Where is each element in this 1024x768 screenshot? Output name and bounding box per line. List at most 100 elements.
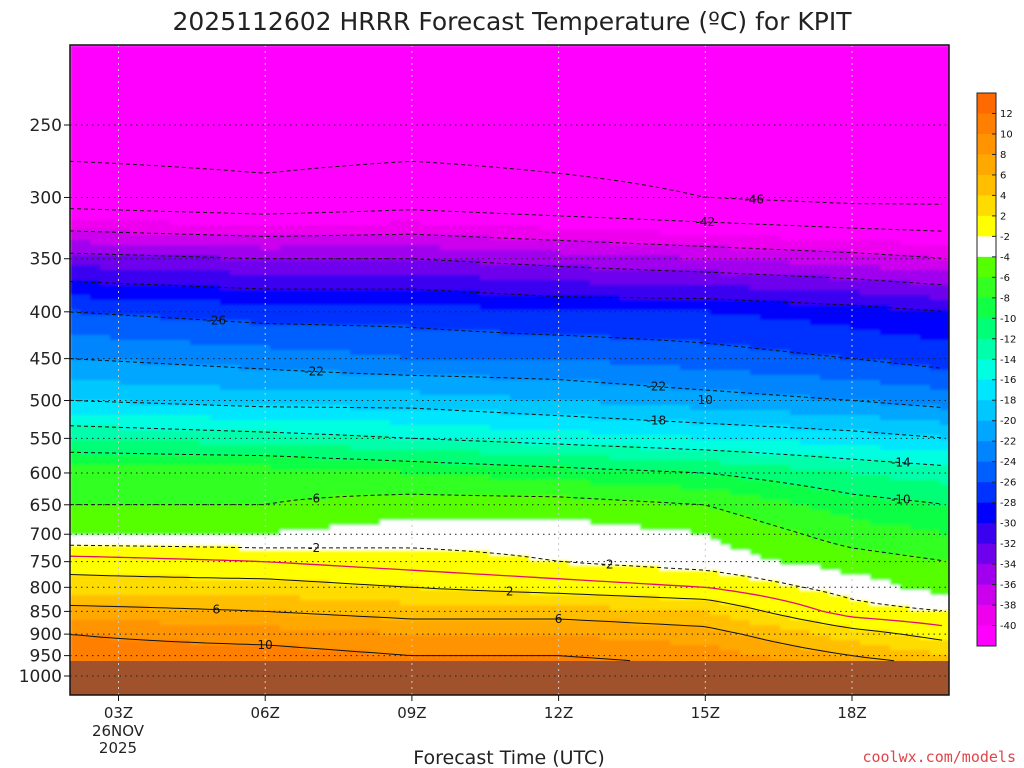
field-cell (130, 535, 141, 541)
field-cell (170, 215, 181, 221)
field-cell (350, 530, 361, 536)
field-cell (330, 275, 341, 281)
field-cell (330, 310, 341, 316)
field-cell (400, 330, 411, 336)
field-cell (100, 435, 111, 441)
field-cell (170, 630, 181, 636)
field-cell (240, 190, 251, 196)
field-cell (320, 120, 331, 126)
field-cell (420, 550, 431, 556)
field-cell (80, 205, 91, 211)
field-cell (210, 205, 221, 211)
field-cell (190, 470, 201, 476)
field-cell (280, 250, 291, 256)
field-cell (450, 185, 461, 191)
field-cell (320, 570, 331, 576)
field-cell (110, 315, 121, 321)
field-cell (320, 615, 331, 621)
field-cell (230, 295, 241, 301)
field-cell (140, 405, 151, 411)
field-cell (380, 110, 391, 116)
field-cell (370, 390, 381, 396)
field-cell (420, 90, 431, 96)
field-cell (70, 100, 81, 106)
field-cell (410, 495, 421, 501)
field-cell (370, 510, 381, 516)
field-cell (350, 480, 361, 486)
field-cell (200, 655, 211, 661)
field-cell (370, 235, 381, 241)
field-cell (240, 345, 251, 351)
field-cell (220, 140, 231, 146)
field-cell (100, 325, 111, 331)
field-cell (120, 640, 131, 646)
field-cell (150, 280, 161, 286)
field-cell (440, 65, 451, 71)
field-cell (280, 320, 291, 326)
field-cell (80, 650, 91, 656)
field-cell (170, 410, 181, 416)
field-cell (220, 380, 231, 386)
field-cell (160, 530, 171, 536)
field-cell (140, 385, 151, 391)
field-cell (240, 505, 251, 511)
field-cell (320, 105, 331, 111)
field-cell (410, 95, 421, 101)
field-cell (220, 435, 231, 441)
field-cell (370, 325, 381, 331)
field-cell (300, 530, 311, 536)
field-cell (220, 345, 231, 351)
field-cell (420, 220, 431, 226)
field-cell (350, 555, 361, 561)
field-cell (310, 595, 321, 601)
field-cell (310, 450, 321, 456)
field-cell (380, 510, 391, 516)
field-cell (160, 625, 171, 631)
field-cell (330, 555, 341, 561)
field-cell (330, 415, 341, 421)
field-cell (330, 350, 341, 356)
field-cell (280, 70, 291, 76)
field-cell (110, 55, 121, 61)
field-cell (390, 230, 401, 236)
field-cell (420, 60, 431, 66)
field-cell (140, 55, 151, 61)
field-cell (230, 405, 241, 411)
field-cell (360, 265, 371, 271)
field-cell (340, 70, 351, 76)
field-cell (280, 455, 291, 461)
field-cell (220, 370, 231, 376)
field-cell (400, 140, 411, 146)
field-cell (240, 85, 251, 91)
field-cell (410, 310, 421, 316)
field-cell (160, 150, 171, 156)
field-cell (330, 185, 341, 191)
field-cell (190, 90, 201, 96)
field-cell (370, 480, 381, 486)
field-cell (160, 275, 171, 281)
field-cell (340, 185, 351, 191)
field-cell (100, 100, 111, 106)
field-cell (160, 340, 171, 346)
field-cell (190, 395, 201, 401)
field-cell (400, 90, 411, 96)
field-cell (360, 515, 371, 521)
field-cell (340, 555, 351, 561)
field-cell (120, 465, 131, 471)
field-cell (320, 75, 331, 81)
field-cell (330, 625, 341, 631)
field-cell (70, 280, 81, 286)
field-cell (90, 340, 101, 346)
field-cell (190, 210, 201, 216)
field-cell (390, 505, 401, 511)
field-cell (170, 110, 181, 116)
field-cell (180, 130, 191, 136)
field-cell (70, 535, 81, 541)
field-cell (230, 140, 241, 146)
field-cell (320, 305, 331, 311)
field-cell (200, 280, 211, 286)
field-cell (280, 45, 291, 51)
field-cell (340, 560, 351, 566)
field-cell (210, 475, 221, 481)
field-cell (370, 420, 381, 426)
